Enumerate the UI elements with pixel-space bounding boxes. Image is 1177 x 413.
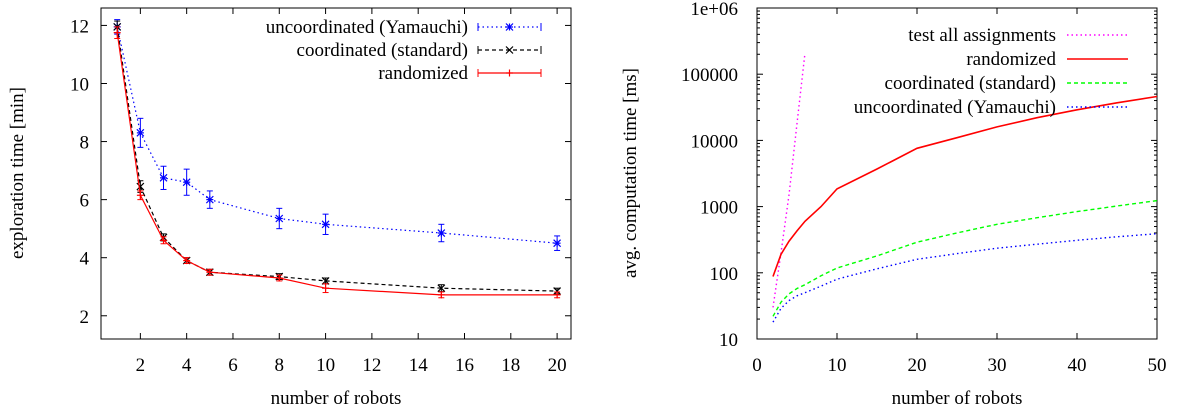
left-xtick-label: 18 <box>501 355 520 376</box>
left-data-point <box>136 191 144 199</box>
right-legend-label: uncoordinated (Yamauchi) <box>854 97 1056 118</box>
left-legend-marker <box>506 69 513 77</box>
right-series-line-2 <box>772 199 1157 317</box>
left-legend-label: randomized <box>378 63 468 84</box>
left-ytick-label: 12 <box>70 16 89 37</box>
left-ytick-label: 2 <box>80 307 90 328</box>
right-xtick-label: 50 <box>1148 355 1167 376</box>
left-xtick-label: 2 <box>136 355 146 376</box>
left-ytick-label: 8 <box>80 133 90 154</box>
right-xtick-label: 40 <box>1068 355 1087 376</box>
left-ticks: 2 4 6 8 10 12 14 16 18 20 2 4 6 8 10 12 <box>70 8 571 376</box>
left-legend-label: coordinated (standard) <box>297 40 468 61</box>
right-ticks: 0 10 20 30 40 50 10 100 1000 10000 100000 1e+06 <box>681 0 1167 376</box>
right-legend-label: randomized <box>966 49 1056 70</box>
right-legend: test all assignments randomized coordinate… <box>854 25 1128 118</box>
right-ytick-label: 10000 <box>691 131 739 152</box>
left-ytick-label: 10 <box>70 74 89 95</box>
left-data-point <box>321 220 330 229</box>
left-ytick-label: 6 <box>80 191 90 212</box>
right-ytick-label: 100000 <box>681 65 738 86</box>
left-data-point <box>321 277 330 285</box>
left-data-point <box>322 284 330 292</box>
left-data-point <box>553 287 562 296</box>
right-ylabel: avg. computation time [ms] <box>620 68 641 278</box>
left-data-point <box>159 173 168 182</box>
right-legend-label: test all assignments <box>908 25 1056 46</box>
left-data-point <box>113 29 121 37</box>
right-legend-label: coordinated (standard) <box>885 73 1056 94</box>
right-xlabel: number of robots <box>892 388 1023 409</box>
right-series-line-3 <box>772 233 1157 323</box>
left-xtick-label: 8 <box>275 355 285 376</box>
left-plot-frame <box>100 7 572 340</box>
left-xtick-label: 10 <box>316 355 335 376</box>
left-xlabel: number of robots <box>271 388 402 409</box>
right-chart: 0 10 20 30 40 50 10 100 1000 10000 100000 1e+06 tes… <box>620 0 1167 409</box>
right-xtick-label: 20 <box>908 355 927 376</box>
left-data-point <box>160 236 168 244</box>
left-ytick-label: 4 <box>80 249 90 270</box>
left-legend: uncoordinated (Yamauchi)coordinated (sta… <box>266 17 542 84</box>
right-ytick-label: 10 <box>719 330 738 351</box>
left-data-point <box>136 128 145 137</box>
left-series <box>113 19 562 299</box>
left-data-point <box>275 214 284 223</box>
left-legend-marker <box>505 46 514 54</box>
left-xtick-label: 12 <box>362 355 381 376</box>
left-data-point <box>206 268 214 276</box>
left-data-point <box>136 182 145 191</box>
right-series-line-1 <box>772 95 1157 277</box>
left-data-point <box>437 229 446 237</box>
left-xtick-label: 16 <box>455 355 474 376</box>
left-series-line <box>116 26 558 292</box>
left-data-point <box>183 257 191 265</box>
left-data-point <box>553 239 562 248</box>
right-ytick-label: 100 <box>710 264 739 285</box>
left-data-point <box>553 291 561 299</box>
left-xtick-label: 14 <box>409 355 429 376</box>
left-legend-label: uncoordinated (Yamauchi) <box>266 17 468 38</box>
left-chart: 2 4 6 8 10 12 14 16 18 20 2 4 6 8 10 12 uncoordinated (… <box>7 7 572 409</box>
left-ylabel: exploration time [min] <box>7 87 28 259</box>
right-ytick-label: 1e+06 <box>690 0 738 20</box>
left-series-2 <box>113 26 561 299</box>
right-xtick-label: 0 <box>752 355 762 376</box>
left-data-point <box>437 284 446 293</box>
left-legend-marker <box>505 23 514 31</box>
left-series-1 <box>113 20 562 296</box>
left-xtick-label: 20 <box>548 355 567 376</box>
right-series <box>772 52 1157 323</box>
left-data-point <box>182 178 191 187</box>
right-xtick-label: 30 <box>988 355 1007 376</box>
left-xtick-label: 6 <box>228 355 238 376</box>
left-xtick-label: 4 <box>182 355 192 376</box>
left-series-line <box>116 32 558 296</box>
left-data-point <box>437 291 445 299</box>
right-xtick-label: 10 <box>828 355 847 376</box>
right-series-line-0 <box>772 52 806 308</box>
left-data-point <box>205 195 214 204</box>
left-data-point <box>275 274 283 282</box>
right-plot-frame <box>756 7 1158 340</box>
right-ytick-label: 1000 <box>700 198 738 219</box>
